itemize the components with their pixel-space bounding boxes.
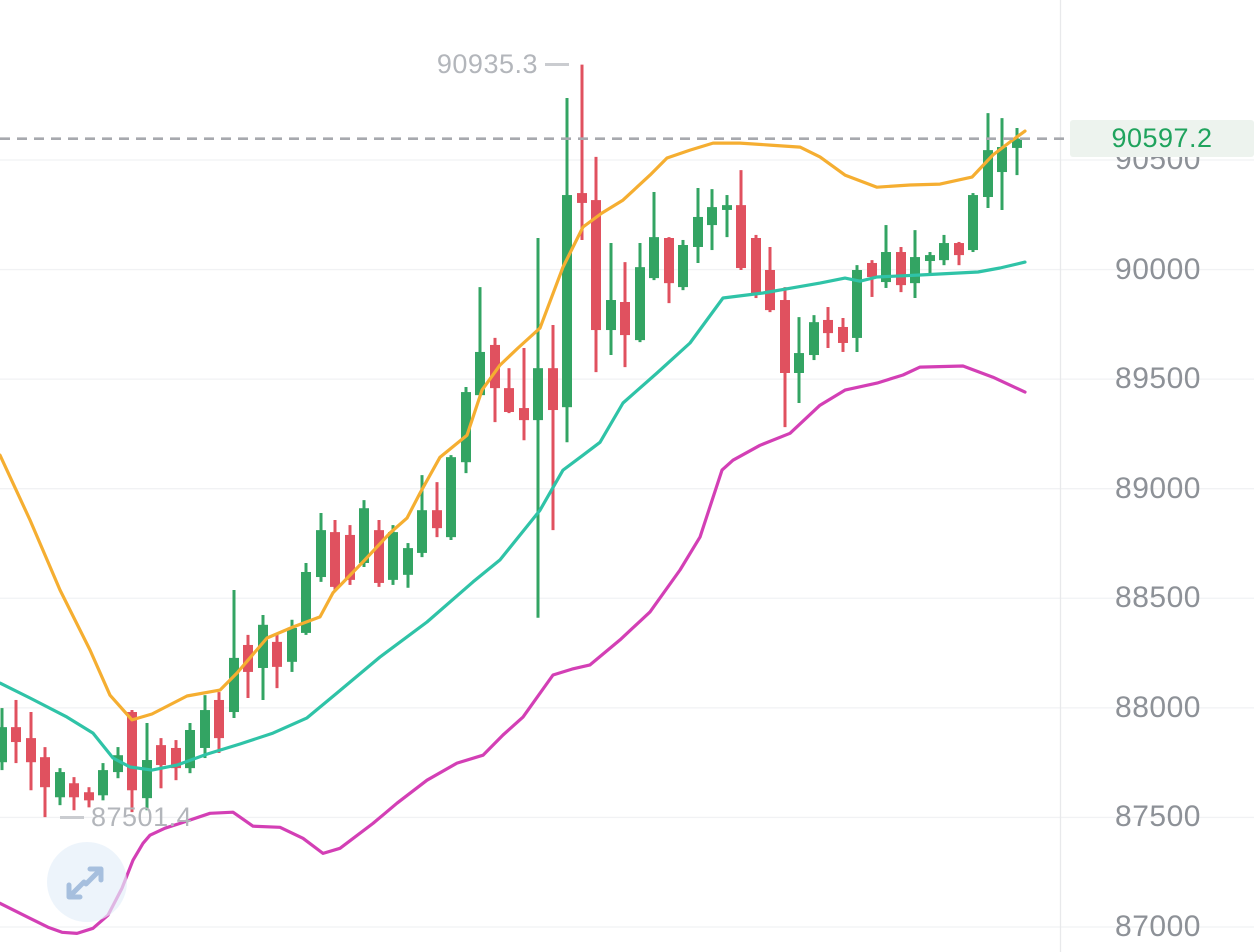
candle-body-down <box>867 262 877 278</box>
y-axis-tick-label: 88000 <box>1115 690 1201 724</box>
candle-body-up <box>316 530 326 578</box>
current-price-label: 90597.2 <box>1070 120 1254 158</box>
candle-body-up <box>1012 138 1022 148</box>
candles-layer <box>0 64 1022 818</box>
candle-body-down <box>171 747 181 769</box>
candle-body-down <box>823 319 833 334</box>
candle-body-up <box>258 624 268 668</box>
high-price-annotation: 90935.3 <box>437 49 576 81</box>
y-axis-tick-label: 90000 <box>1115 252 1201 286</box>
candle-body-down <box>577 193 587 203</box>
candle-body-up <box>809 322 819 356</box>
candle-body-up <box>185 729 195 769</box>
candle-body-up <box>852 269 862 338</box>
candle-body-down <box>664 238 674 284</box>
y-axis-tick-label: 88500 <box>1115 581 1201 615</box>
gridlines <box>0 159 1254 928</box>
candle-body-down <box>490 344 500 389</box>
candle-body-down <box>838 326 848 343</box>
candle-body-up <box>983 150 993 198</box>
candle-body-down <box>519 408 529 421</box>
candle-body-up <box>287 627 297 662</box>
candle-body-up <box>403 548 413 575</box>
candle-body-up <box>461 392 471 463</box>
candle-body-down <box>330 532 340 587</box>
candle-body-down <box>272 641 282 667</box>
expand-button[interactable] <box>47 842 127 922</box>
candle-body-up <box>635 267 645 341</box>
y-axis-tick-label: 89000 <box>1115 471 1201 505</box>
candle-body-up <box>533 368 543 421</box>
candle-body-down <box>751 238 761 294</box>
candle-body-up <box>968 195 978 251</box>
candle-body-up <box>997 147 1007 173</box>
candle-body-up <box>693 216 703 247</box>
candle-body-up <box>359 508 369 564</box>
candle-body-up <box>649 237 659 279</box>
candle-body-up <box>910 257 920 284</box>
candle-body-up <box>794 353 804 373</box>
y-axis-tick-label: 87500 <box>1115 800 1201 834</box>
candle-body-up <box>142 760 152 799</box>
candle-body-down <box>548 368 558 411</box>
bollinger-middle-band <box>0 260 1027 772</box>
candle-body-down <box>127 712 137 791</box>
candle-body-up <box>98 770 108 796</box>
y-axis-tick-label: 89500 <box>1115 362 1201 396</box>
candle-body-down <box>896 252 906 286</box>
candle-body-up <box>707 207 717 226</box>
candle-body-down <box>432 510 442 529</box>
candle-body-up <box>113 755 123 773</box>
low-price-annotation: 87501.4 <box>53 801 192 833</box>
candle-body-down <box>84 792 94 801</box>
expand-arrows-icon <box>66 866 104 900</box>
candle-body-up <box>925 255 935 262</box>
candle-body-down <box>765 269 775 311</box>
candle-body-down <box>214 699 224 739</box>
high-annotation-dash-icon <box>545 63 569 67</box>
candle-body-down <box>954 243 964 256</box>
candle-body-up <box>562 195 572 408</box>
candle-body-down <box>156 745 166 766</box>
candle-body-up <box>678 245 688 288</box>
candle-body-down <box>26 738 36 763</box>
candle-body-up <box>200 710 210 748</box>
candle-body-up <box>722 205 732 210</box>
candle-body-up <box>881 252 891 283</box>
candle-body-up <box>475 351 485 396</box>
candle-body-up <box>388 532 398 580</box>
candle-body-down <box>345 534 355 580</box>
candle-body-down <box>620 301 630 336</box>
candle-body-up <box>0 727 7 763</box>
current-price-value: 90597.2 <box>1111 123 1213 154</box>
bollinger-lower-band <box>0 364 1027 936</box>
candle-body-up <box>229 657 239 713</box>
candle-body-down <box>69 783 79 798</box>
candle-body-down <box>40 757 50 788</box>
candle-body-up <box>939 243 949 261</box>
high-price-value: 90935.3 <box>436 49 538 80</box>
candle-body-up <box>606 300 616 331</box>
y-axis-tick-label: 87000 <box>1115 910 1201 944</box>
bollinger-upper-band <box>0 129 1027 722</box>
candle-body-down <box>780 300 790 373</box>
candle-body-up <box>446 457 456 538</box>
candle-body-down <box>374 530 384 583</box>
low-price-value: 87501.4 <box>91 801 193 832</box>
candle-body-down <box>591 200 601 331</box>
candle-body-up <box>55 772 65 798</box>
candle-body-up <box>417 510 427 553</box>
candle-body-down <box>11 727 21 743</box>
candle-body-down <box>736 205 746 269</box>
candle-body-up <box>301 571 311 633</box>
candle-body-down <box>504 388 514 413</box>
low-annotation-dash-icon <box>60 815 84 819</box>
